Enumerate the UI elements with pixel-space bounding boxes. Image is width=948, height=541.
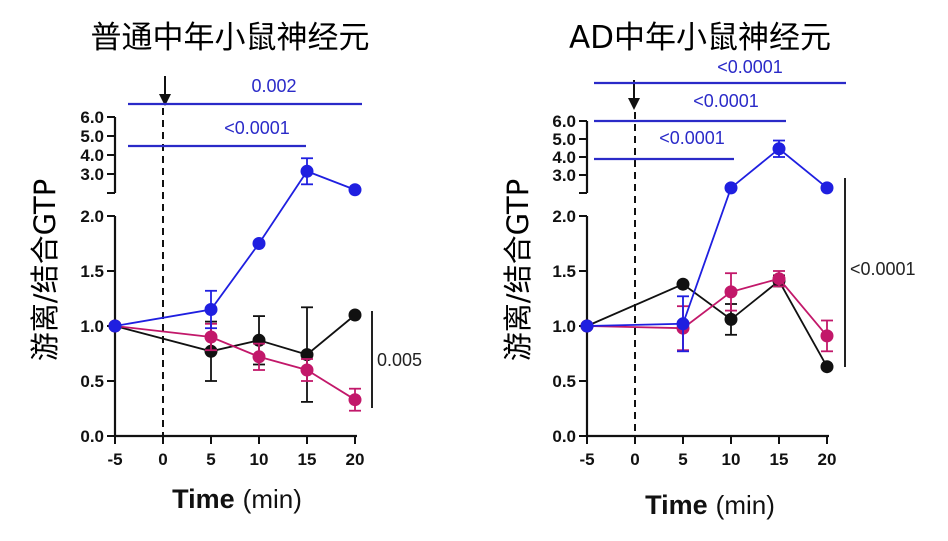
- data-point-blue: [676, 317, 690, 331]
- x-tick-label: 10: [722, 450, 741, 469]
- series-line-blue: [586, 147, 828, 327]
- data-marks: [108, 157, 362, 412]
- p-value-label: <0.0001: [850, 259, 916, 279]
- y-tick-label: 1.5: [80, 262, 104, 281]
- y-tick-label: 0.0: [552, 427, 576, 446]
- x-ticks: -5 0 5 10 15 20: [579, 436, 836, 469]
- y-tick-label: 3.0: [80, 165, 104, 184]
- x-tick-label: 5: [206, 450, 215, 469]
- p-value-label: <0.0001: [224, 118, 290, 138]
- data-point-blue: [252, 237, 266, 250]
- data-point-blue: [772, 142, 786, 156]
- series-line-magenta: [586, 277, 828, 337]
- data-point-magenta: [820, 329, 834, 343]
- y-ticks-upper: 3.0 4.0 5.0 6.0: [80, 108, 115, 194]
- data-point-blue: [300, 164, 314, 178]
- series-line-magenta: [114, 325, 356, 401]
- y-tick-label: 5.0: [552, 130, 576, 149]
- y-axis-label: 游离/结合GTP: [28, 179, 62, 361]
- y-tick-label: 1.0: [80, 317, 104, 336]
- series-line-blue: [114, 170, 356, 327]
- p-value-label: <0.0001: [693, 91, 759, 111]
- x-tick-label: 0: [630, 450, 639, 469]
- p-value-label: <0.0001: [717, 57, 783, 77]
- x-ticks: -5 0 5 10 15 20: [107, 436, 364, 469]
- data-point-black: [724, 312, 738, 326]
- data-point-blue: [108, 319, 122, 333]
- data-point-blue: [204, 303, 218, 316]
- y-tick-label: 5.0: [80, 127, 104, 146]
- x-axis-label: Time (min): [645, 490, 775, 520]
- x-axis-label: Time (min): [172, 484, 302, 514]
- y-tick-label: 3.0: [552, 166, 576, 185]
- series-line-black: [114, 314, 356, 356]
- chart-panel-normal: 普通中年小鼠神经元 游离/结合GTP Time (min) 0.0 0.5 1.0…: [28, 20, 422, 514]
- chart-panel-ad: AD中年小鼠神经元 游离/结合GTP Time (min) 0.0 0.5 1.0…: [501, 20, 916, 520]
- data-point-blue: [580, 319, 594, 333]
- down-arrow-head-icon: [159, 94, 171, 106]
- x-tick-label: 0: [158, 450, 167, 469]
- data-point-black: [204, 344, 218, 358]
- y-tick-label: 0.5: [552, 372, 576, 391]
- p-value-label: 0.002: [251, 76, 296, 96]
- x-tick-label: 20: [346, 450, 365, 469]
- data-point-black: [300, 348, 314, 362]
- data-point-blue: [820, 181, 834, 195]
- y-tick-label: 0.0: [80, 427, 104, 446]
- chart-title: AD中年小鼠神经元: [569, 20, 831, 56]
- data-marks: [580, 139, 834, 374]
- y-tick-label: 1.5: [552, 262, 576, 281]
- data-point-blue: [348, 183, 362, 197]
- x-tick-label: -5: [579, 450, 594, 469]
- y-tick-label: 2.0: [80, 207, 104, 226]
- data-point-magenta: [300, 363, 314, 377]
- data-point-magenta: [204, 330, 218, 344]
- data-point-blue: [724, 181, 738, 195]
- y-tick-label: 1.0: [552, 317, 576, 336]
- x-tick-label: 10: [250, 450, 269, 469]
- x-tick-label: -5: [107, 450, 122, 469]
- x-axis-label-bold: Time: [645, 490, 708, 520]
- y-ticks-upper: 3.0 4.0 5.0 6.0: [552, 112, 587, 194]
- x-axis-label-unit: (min): [716, 490, 775, 520]
- y-tick-label: 4.0: [80, 146, 104, 165]
- data-point-black: [348, 308, 362, 322]
- y-tick-label: 0.5: [80, 372, 104, 391]
- data-point-black: [676, 277, 690, 291]
- data-point-magenta: [348, 393, 362, 407]
- p-value-label: <0.0001: [659, 128, 725, 148]
- p-value-label: 0.005: [377, 350, 422, 370]
- y-ticks-lower: 0.0 0.5 1.0 1.5 2.0: [552, 207, 587, 446]
- chart-title: 普通中年小鼠神经元: [91, 20, 370, 56]
- x-axis-label-bold: Time: [172, 484, 235, 514]
- data-point-magenta: [772, 272, 786, 286]
- data-point-magenta: [252, 350, 266, 364]
- data-point-black: [820, 360, 834, 374]
- data-point-magenta: [724, 285, 738, 299]
- x-tick-label: 20: [818, 450, 837, 469]
- x-tick-label: 15: [770, 450, 789, 469]
- y-ticks-lower: 0.0 0.5 1.0 1.5 2.0: [80, 207, 115, 446]
- y-tick-label: 6.0: [80, 108, 104, 127]
- y-axis-label: 游离/结合GTP: [501, 179, 535, 361]
- y-tick-label: 4.0: [552, 148, 576, 167]
- x-tick-label: 15: [298, 450, 317, 469]
- y-tick-label: 2.0: [552, 207, 576, 226]
- y-tick-label: 6.0: [552, 112, 576, 131]
- x-tick-label: 5: [678, 450, 687, 469]
- x-axis-label-unit: (min): [243, 484, 302, 514]
- down-arrow-head-icon: [628, 98, 640, 110]
